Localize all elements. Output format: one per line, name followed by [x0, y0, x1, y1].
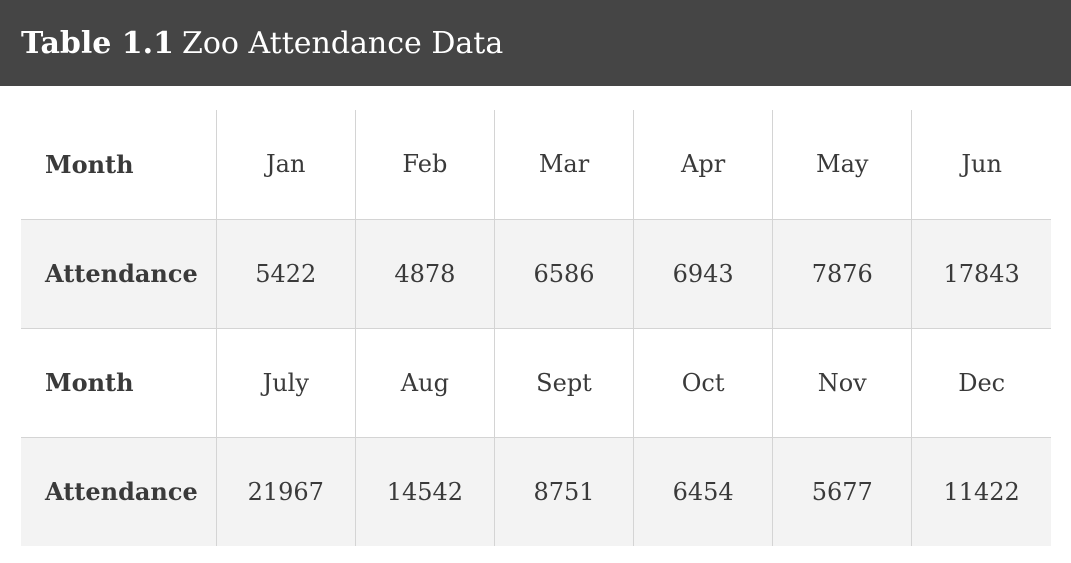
row-header-attendance: Attendance	[21, 219, 217, 329]
attendance-cell: 5677	[772, 437, 912, 546]
row-header-attendance: Attendance	[21, 437, 217, 546]
attendance-cell: 6454	[633, 437, 773, 546]
row-header-month: Month	[21, 110, 217, 220]
attendance-cell: 7876	[772, 219, 912, 329]
attendance-cell: 6943	[633, 219, 773, 329]
month-cell: Dec	[911, 328, 1051, 438]
attendance-cell: 4878	[354, 219, 495, 329]
attendance-cell: 21967	[215, 437, 356, 546]
month-cell: Mar	[493, 110, 634, 220]
month-cell: July	[215, 328, 356, 438]
table-caption: Table 1.1 Zoo Attendance Data	[0, 0, 1071, 86]
month-cell: Apr	[633, 110, 773, 220]
month-cell: Sept	[493, 328, 634, 438]
table-row: Month Jan Feb Mar Apr May Jun	[21, 110, 1051, 220]
table-caption-text: Zoo Attendance Data	[182, 25, 504, 61]
table-caption-label: Table 1.1	[21, 25, 174, 61]
attendance-cell: 14542	[354, 437, 495, 546]
month-cell: May	[772, 110, 912, 220]
zoo-attendance-table: Month Jan Feb Mar Apr May Jun Attendance…	[21, 110, 1051, 546]
table-row: Attendance 21967 14542 8751 6454 5677 11…	[21, 437, 1051, 546]
month-cell: Oct	[633, 328, 773, 438]
month-cell: Jun	[911, 110, 1051, 220]
month-cell: Jan	[215, 110, 356, 220]
table-row: Month July Aug Sept Oct Nov Dec	[21, 328, 1051, 438]
attendance-cell: 11422	[911, 437, 1051, 546]
attendance-cell: 8751	[493, 437, 634, 546]
row-header-month: Month	[21, 328, 217, 438]
attendance-cell: 17843	[911, 219, 1051, 329]
attendance-cell: 6586	[493, 219, 634, 329]
month-cell: Nov	[772, 328, 912, 438]
attendance-cell: 5422	[215, 219, 356, 329]
month-cell: Feb	[354, 110, 495, 220]
month-cell: Aug	[354, 328, 495, 438]
table-row: Attendance 5422 4878 6586 6943 7876 1784…	[21, 219, 1051, 329]
